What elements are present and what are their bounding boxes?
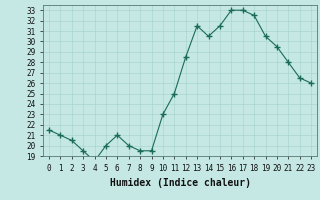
X-axis label: Humidex (Indice chaleur): Humidex (Indice chaleur) xyxy=(109,178,251,188)
